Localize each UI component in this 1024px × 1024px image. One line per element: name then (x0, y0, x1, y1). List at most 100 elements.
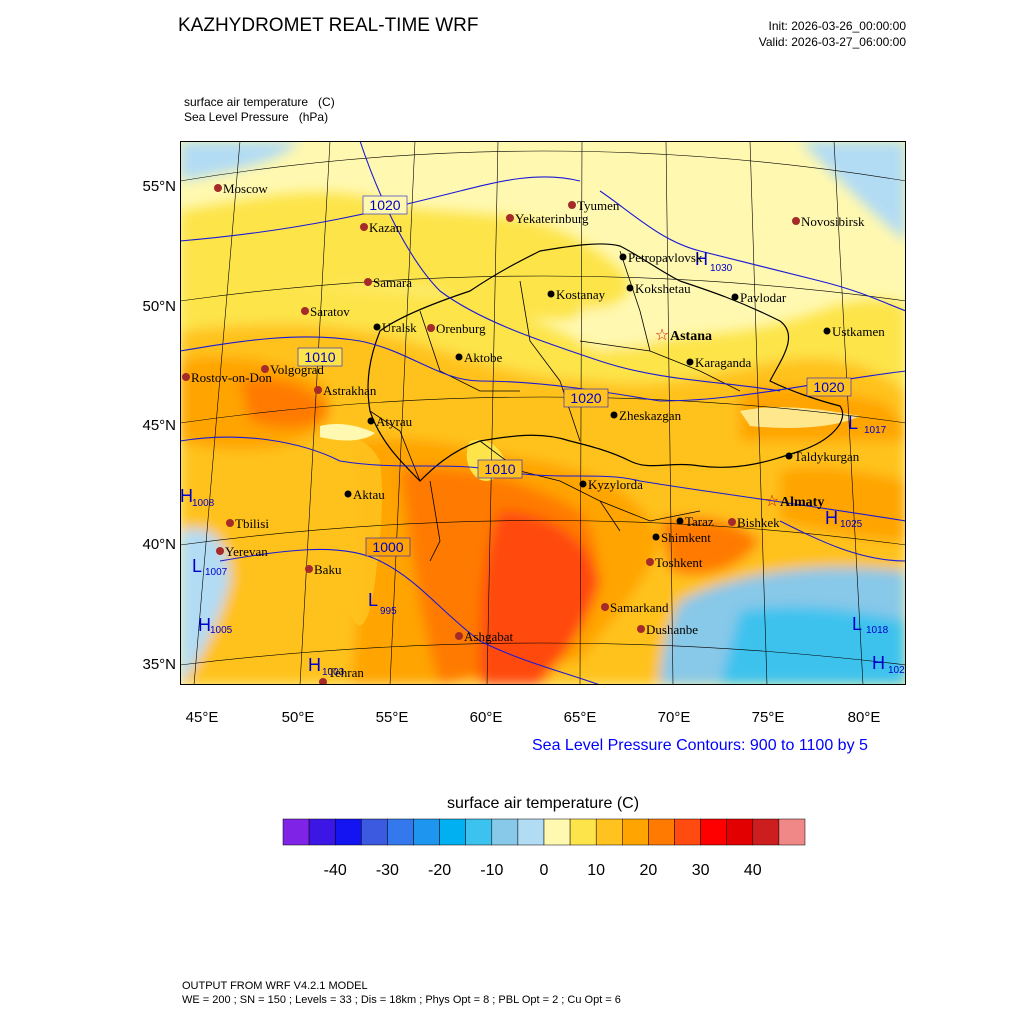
colorbar-swatch (543, 818, 571, 846)
svg-text:Yekaterinburg: Yekaterinburg (515, 211, 589, 226)
variable-label-temperature: surface air temperature (C) (184, 95, 335, 109)
svg-text:Astrakhan: Astrakhan (323, 383, 377, 398)
lon-label: 50°E (281, 709, 315, 726)
svg-text:1007: 1007 (205, 567, 228, 578)
svg-text:995: 995 (380, 606, 397, 617)
svg-text:Almaty: Almaty (780, 495, 824, 510)
svg-text:Kokshetau: Kokshetau (635, 281, 691, 296)
lat-label: 45°N (142, 417, 176, 434)
lat-label: 35°N (142, 656, 176, 673)
city-samara: Samara (364, 275, 412, 290)
svg-text:Pavlodar: Pavlodar (740, 290, 787, 305)
lon-label: 65°E (563, 709, 597, 726)
city-kazan: Kazan (360, 220, 403, 235)
city-karaganda: Karaganda (686, 355, 752, 370)
high-marker: H (198, 615, 211, 635)
svg-text:1020: 1020 (570, 390, 601, 406)
svg-text:Toshkent: Toshkent (655, 555, 703, 570)
city-tehran: Tehran (319, 665, 364, 685)
low-marker: L (852, 614, 862, 634)
lon-label: 75°E (751, 709, 785, 726)
colorbar-swatch (465, 818, 493, 846)
svg-text:Samara: Samara (373, 275, 412, 290)
svg-text:Aktobe: Aktobe (464, 350, 503, 365)
svg-text:Kazan: Kazan (369, 220, 403, 235)
city-taldykurgan: Taldykurgan (785, 449, 860, 464)
city-uralsk: Uralsk (373, 320, 417, 335)
svg-text:1010: 1010 (304, 349, 335, 365)
high-marker: H (695, 249, 708, 269)
colorbar-label: 30 (691, 862, 710, 879)
svg-text:Dushanbe: Dushanbe (646, 622, 698, 637)
variable-label-pressure: Sea Level Pressure (hPa) (184, 110, 329, 124)
lon-label: 80°E (847, 709, 881, 726)
svg-text:Volgograd: Volgograd (270, 362, 324, 377)
temperature-field (180, 141, 906, 685)
high-marker: H (872, 653, 885, 673)
colorbar-label: 20 (639, 862, 658, 879)
lat-label: 55°N (142, 178, 176, 195)
city-tyumen: Tyumen (568, 198, 620, 213)
city-rostov: Rostov-on-Don (182, 370, 272, 385)
low-marker: L (192, 556, 202, 576)
svg-text:Tyumen: Tyumen (577, 198, 620, 213)
footer-config: WE = 200 ; SN = 150 ; Levels = 33 ; Dis … (182, 994, 621, 1006)
colorbar-swatch (282, 818, 310, 846)
svg-text:Kostanay: Kostanay (556, 287, 606, 302)
lat-label: 40°N (142, 536, 176, 553)
high-marker: H (825, 508, 838, 528)
city-orenburg: Orenburg (427, 321, 486, 336)
caspian-sea (330, 437, 383, 626)
svg-text:Novosibirsk: Novosibirsk (801, 214, 865, 229)
map-frame (180, 141, 906, 685)
lon-label: 70°E (657, 709, 691, 726)
city-tbilisi: Tbilisi (226, 516, 269, 531)
lat-label: 50°N (142, 298, 176, 315)
colorbar-swatch (648, 818, 675, 846)
colorbar-label: 10 (587, 862, 606, 879)
city-aktau: Aktau (344, 487, 385, 502)
lake-balkhash (740, 407, 860, 428)
svg-text:Astana: Astana (670, 329, 712, 344)
city-atyrau: Atyrau (367, 414, 413, 429)
colorbar-label: -10 (480, 862, 504, 879)
svg-text:Kyzylorda: Kyzylorda (588, 477, 643, 492)
svg-text:Uralsk: Uralsk (382, 320, 417, 335)
valid-time: Valid: 2026-03-27_06:00:00 (758, 35, 906, 49)
city-markers: Moscow Kazan Samara Saratov Uralsk Orenb… (182, 181, 885, 685)
colorbar-swatch (413, 818, 440, 846)
city-kyzylorda: Kyzylorda (579, 477, 643, 492)
footer-model: OUTPUT FROM WRF V4.2.1 MODEL (182, 980, 368, 992)
svg-text:Rostov-on-Don: Rostov-on-Don (191, 370, 272, 385)
city-novosibirsk: Novosibirsk (792, 214, 865, 229)
city-aktobe: Aktobe (455, 350, 503, 365)
city-yerevan: Yerevan (216, 544, 268, 559)
svg-text:Tehran: Tehran (328, 665, 364, 680)
colorbar-swatch (334, 818, 362, 846)
svg-text:1005: 1005 (210, 625, 233, 636)
kazakhstan-border (367, 243, 844, 482)
city-toshkent: Toshkent (646, 555, 703, 570)
svg-text:Bishkek: Bishkek (737, 515, 780, 530)
svg-text:Ustkamen: Ustkamen (832, 324, 885, 339)
colorbar-swatch (569, 818, 597, 846)
capital-star-icon: ☆ (765, 493, 779, 510)
svg-text:Saratov: Saratov (310, 304, 350, 319)
colorbar-swatch (595, 818, 623, 846)
svg-text:1020: 1020 (813, 379, 844, 395)
city-kostanay: Kostanay (547, 287, 606, 302)
svg-text:Taraz: Taraz (685, 514, 714, 529)
colorbar-title: surface air temperature (C) (446, 795, 640, 812)
high-marker: H (180, 486, 193, 506)
svg-text:Zheskazgan: Zheskazgan (619, 408, 682, 423)
colorbar-swatch (387, 818, 414, 846)
svg-text:Atyrau: Atyrau (376, 414, 413, 429)
city-samarkand: Samarkand (601, 600, 669, 615)
weather-map[interactable]: 1020 1010 1020 1020 1010 1000 H 1030 L 1… (180, 141, 906, 685)
colorbar-label: 0 (539, 862, 549, 879)
city-astana: ☆ Astana (655, 327, 712, 344)
city-astrakhan: Astrakhan (314, 383, 377, 398)
lon-label: 45°E (185, 709, 219, 726)
svg-text:Aktau: Aktau (353, 487, 385, 502)
svg-text:Taldykurgan: Taldykurgan (794, 449, 860, 464)
